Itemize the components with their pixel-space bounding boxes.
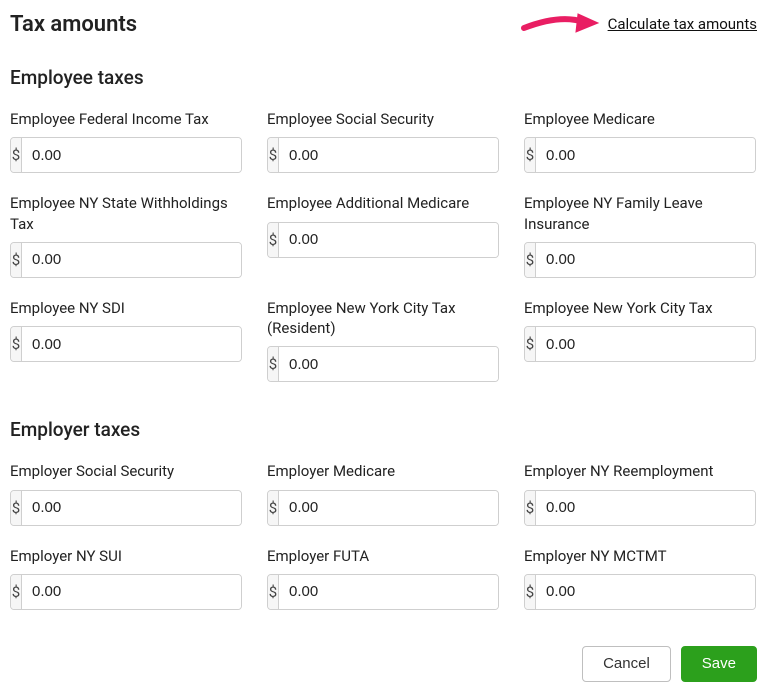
cancel-button[interactable]: Cancel [582, 646, 671, 682]
field-label: Employer NY Reemployment [524, 461, 757, 481]
employer-ny-sui-input[interactable] [22, 575, 241, 609]
tax-field: Employee Additional Medicare $ [267, 193, 500, 278]
arrow-annotation-icon [520, 10, 600, 38]
currency-symbol: $ [268, 491, 279, 525]
page-title: Tax amounts [10, 12, 137, 37]
employee-additional-medicare-input[interactable] [279, 223, 498, 257]
field-label: Employee NY Family Leave Insurance [524, 193, 757, 234]
field-label: Employee Medicare [524, 109, 757, 129]
employer-ny-reemployment-input[interactable] [536, 491, 755, 525]
field-label: Employee Federal Income Tax [10, 109, 243, 129]
amount-input-group: $ [10, 242, 242, 278]
field-label: Employer Medicare [267, 461, 500, 481]
currency-symbol: $ [525, 138, 536, 172]
tax-field: Employee Social Security $ [267, 109, 500, 173]
amount-input-group: $ [524, 574, 756, 610]
currency-symbol: $ [268, 347, 279, 381]
field-label: Employer NY SUI [10, 546, 243, 566]
amount-input-group: $ [524, 242, 756, 278]
employee-federal-income-tax-input[interactable] [22, 138, 241, 172]
employee-medicare-input[interactable] [536, 138, 755, 172]
amount-input-group: $ [10, 137, 242, 173]
tax-field: Employer NY MCTMT $ [524, 546, 757, 610]
currency-symbol: $ [11, 138, 22, 172]
field-label: Employee NY State Withholdings Tax [10, 193, 243, 234]
amount-input-group: $ [10, 326, 242, 362]
currency-symbol: $ [525, 243, 536, 277]
currency-symbol: $ [268, 138, 279, 172]
employer-medicare-input[interactable] [279, 491, 498, 525]
employee-social-security-input[interactable] [279, 138, 498, 172]
amount-input-group: $ [10, 574, 242, 610]
field-label: Employee Social Security [267, 109, 500, 129]
amount-input-group: $ [267, 574, 499, 610]
employee-ny-family-leave-insurance-input[interactable] [536, 243, 755, 277]
amount-input-group: $ [10, 490, 242, 526]
tax-field: Employee Federal Income Tax $ [10, 109, 243, 173]
tax-field: Employee NY State Withholdings Tax $ [10, 193, 243, 278]
amount-input-group: $ [524, 490, 756, 526]
amount-input-group: $ [267, 490, 499, 526]
currency-symbol: $ [525, 491, 536, 525]
amount-input-group: $ [267, 222, 499, 258]
tax-field: Employer FUTA $ [267, 546, 500, 610]
employee-ny-state-withholdings-tax-input[interactable] [22, 243, 241, 277]
calculate-tax-amounts-link[interactable]: Calculate tax amounts [608, 15, 757, 33]
currency-symbol: $ [268, 223, 279, 257]
currency-symbol: $ [525, 575, 536, 609]
employer-social-security-input[interactable] [22, 491, 241, 525]
field-label: Employee New York City Tax (Resident) [267, 298, 500, 339]
field-label: Employer Social Security [10, 461, 243, 481]
employee-taxes-heading: Employee taxes [10, 66, 757, 89]
tax-field: Employer NY SUI $ [10, 546, 243, 610]
field-label: Employer FUTA [267, 546, 500, 566]
amount-input-group: $ [524, 137, 756, 173]
field-label: Employee Additional Medicare [267, 193, 500, 213]
amount-input-group: $ [267, 346, 499, 382]
tax-field: Employee Medicare $ [524, 109, 757, 173]
field-label: Employer NY MCTMT [524, 546, 757, 566]
amount-input-group: $ [524, 326, 756, 362]
field-label: Employee New York City Tax [524, 298, 757, 318]
employer-futa-input[interactable] [279, 575, 498, 609]
tax-field: Employer Medicare $ [267, 461, 500, 525]
amount-input-group: $ [267, 137, 499, 173]
tax-field: Employee NY Family Leave Insurance $ [524, 193, 757, 278]
tax-field: Employee NY SDI $ [10, 298, 243, 383]
employer-ny-mctmt-input[interactable] [536, 575, 755, 609]
tax-field: Employee New York City Tax $ [524, 298, 757, 383]
employee-ny-sdi-input[interactable] [22, 327, 241, 361]
tax-field: Employee New York City Tax (Resident) $ [267, 298, 500, 383]
employer-taxes-heading: Employer taxes [10, 418, 757, 441]
employee-new-york-city-tax-input[interactable] [536, 327, 755, 361]
tax-field: Employer NY Reemployment $ [524, 461, 757, 525]
currency-symbol: $ [11, 575, 22, 609]
employee-new-york-city-tax-resident-input[interactable] [279, 347, 498, 381]
save-button[interactable]: Save [681, 646, 757, 682]
currency-symbol: $ [268, 575, 279, 609]
employee-taxes-grid: Employee Federal Income Tax$Employee Soc… [10, 109, 757, 382]
currency-symbol: $ [11, 243, 22, 277]
currency-symbol: $ [525, 327, 536, 361]
currency-symbol: $ [11, 327, 22, 361]
tax-field: Employer Social Security $ [10, 461, 243, 525]
currency-symbol: $ [11, 491, 22, 525]
field-label: Employee NY SDI [10, 298, 243, 318]
employer-taxes-grid: Employer Social Security$Employer Medica… [10, 461, 757, 610]
